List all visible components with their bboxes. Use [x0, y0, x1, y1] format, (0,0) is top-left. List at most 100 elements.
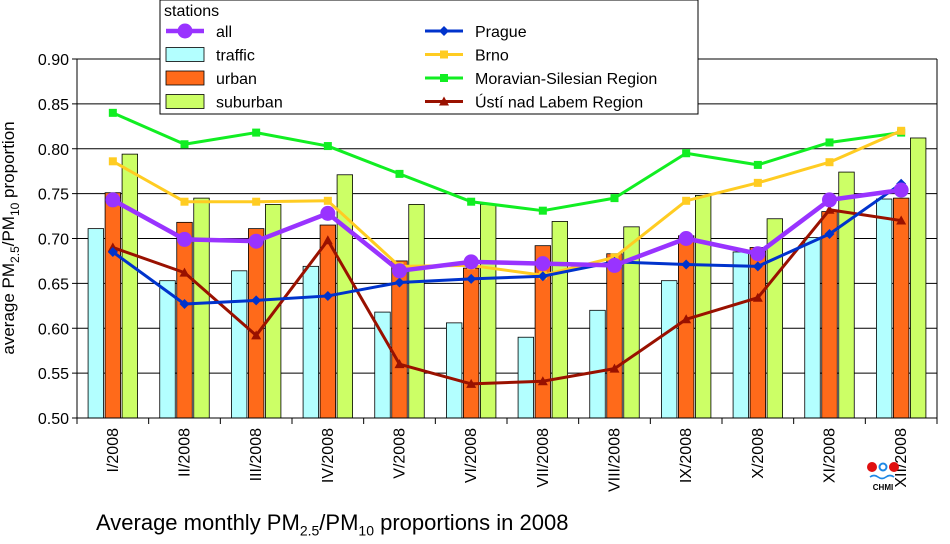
point-usti-nad-labem-region [752, 292, 763, 302]
x-tick-label: XII/2008 [893, 428, 910, 488]
bar-urban [821, 211, 838, 419]
legend-swatch-urban [165, 70, 205, 86]
legend-marker-usti-nad-labem-region [439, 96, 449, 106]
point-usti-nad-labem-region [609, 363, 620, 373]
y-axis-label: average PM2.5/PM10 proportion [0, 121, 22, 354]
y-tick-label: 0.85 [38, 97, 69, 114]
point-all [463, 254, 479, 270]
legend-marker-all [177, 23, 193, 39]
bar-suburban [193, 197, 210, 419]
y-tick-label: 0.80 [38, 142, 69, 159]
bar-traffic [804, 237, 821, 419]
point-all [320, 205, 336, 221]
point-all [105, 192, 121, 208]
point-all [678, 231, 694, 246]
point-moravian-silesian-region [538, 206, 547, 215]
line-all [111, 187, 902, 274]
point-moravian-silesian-region [323, 142, 332, 151]
point-all [750, 246, 766, 262]
legend-swatch-traffic [165, 47, 205, 62]
point-prague [466, 273, 477, 284]
bar-suburban [551, 221, 568, 419]
point-moravian-silesian-region [108, 108, 117, 117]
legend: stations all traffic urban suburban Prague Br… [159, 0, 699, 115]
y-tick-label: 0.60 [38, 321, 69, 338]
x-tick-label: IV/2008 [320, 428, 337, 483]
bar-traffic [732, 251, 749, 419]
legend-marker-moravian-silesian-region [440, 74, 448, 82]
line-usti-nad-labem-region [112, 208, 902, 386]
point-usti-nad-labem-region [179, 267, 190, 277]
point-usti-nad-labem-region [251, 330, 262, 340]
bar-suburban [408, 203, 425, 419]
x-tick-label: V/2008 [392, 428, 409, 479]
bar-suburban [910, 137, 927, 419]
y-tick-label: 0.70 [38, 232, 69, 249]
point-all [607, 257, 622, 273]
point-usti-nad-labem-region [537, 376, 548, 386]
legend-label-all: all [216, 24, 232, 41]
bar-traffic [159, 280, 176, 419]
y-tick-label: 0.90 [38, 52, 69, 69]
bar-traffic [589, 309, 606, 419]
point-moravian-silesian-region [467, 197, 476, 206]
legend-title: stations [164, 3, 219, 20]
point-all [893, 182, 909, 198]
axis-layer: 0.50 0.55 0.60 0.65 0.70 0.75 0.80 0.85 0.90 I/20… [38, 52, 938, 492]
bar-urban [176, 221, 193, 419]
point-prague [107, 246, 118, 257]
logo-dot-right [889, 462, 899, 472]
point-brno [897, 126, 906, 135]
x-tick-label: III/2008 [248, 428, 265, 481]
y-tick-label: 0.55 [38, 366, 69, 383]
point-prague [537, 271, 548, 282]
bar-traffic [876, 198, 893, 419]
point-moravian-silesian-region [252, 128, 261, 137]
point-all [392, 263, 407, 279]
bar-urban [104, 192, 121, 419]
legend-label-brno: Brno [475, 48, 509, 65]
x-tick-label: VI/2008 [463, 428, 480, 483]
point-usti-nad-labem-region [466, 378, 477, 388]
point-prague [251, 295, 262, 306]
bar-traffic [446, 322, 463, 419]
y-tick-label: 0.65 [38, 276, 69, 293]
bar-traffic [87, 228, 104, 419]
bar-urban [248, 228, 265, 419]
point-moravian-silesian-region [610, 194, 619, 203]
legend-label-urban: urban [216, 71, 257, 88]
bar-suburban [480, 203, 497, 419]
point-brno [180, 197, 189, 206]
point-prague [824, 229, 835, 240]
y-tick-label: 0.75 [38, 187, 69, 204]
bar-traffic [231, 270, 248, 419]
bar-traffic [302, 265, 319, 419]
point-moravian-silesian-region [180, 140, 189, 149]
point-brno [825, 158, 834, 167]
point-brno [682, 196, 691, 205]
point-all [822, 192, 837, 208]
bar-urban [463, 267, 480, 419]
bar-suburban [121, 153, 138, 419]
legend-label-usti-nad-labem-region: Ústí nad Labem Region [475, 93, 643, 112]
logo-text: CHMI [873, 483, 893, 492]
line-moravian-silesian-region [112, 111, 902, 213]
y-tick-label: 0.50 [38, 411, 69, 428]
x-tick-label: II/2008 [177, 428, 194, 477]
line-brno [112, 129, 902, 277]
logo-wave [869, 474, 895, 480]
legend-marker-prague [439, 26, 449, 36]
point-usti-nad-labem-region [824, 204, 835, 214]
x-tick-label: IX/2008 [678, 428, 695, 483]
point-prague [179, 299, 190, 310]
point-brno [108, 157, 117, 166]
legend-label-prague: Prague [475, 24, 527, 41]
x-tick-label: VIII/2008 [607, 428, 624, 492]
bar-urban [606, 253, 623, 419]
bar-urban [319, 224, 336, 419]
point-prague [394, 277, 405, 288]
point-prague [322, 290, 333, 301]
point-brno [252, 197, 261, 206]
